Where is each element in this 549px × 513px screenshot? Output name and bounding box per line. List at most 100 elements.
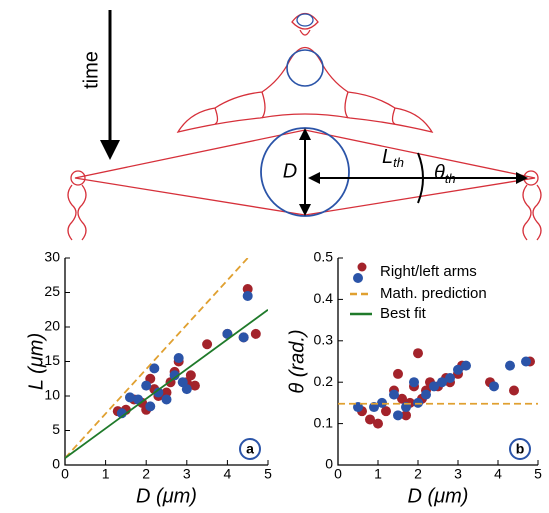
x-tick-label: 2 bbox=[414, 466, 422, 482]
cell-segments bbox=[214, 91, 396, 125]
point bbox=[461, 360, 471, 371]
x-tick-label: 1 bbox=[374, 466, 382, 482]
d-label: D bbox=[283, 160, 297, 182]
y-tick-label: 0.3 bbox=[314, 332, 334, 348]
x-tick-label: 2 bbox=[142, 466, 150, 482]
point bbox=[181, 384, 192, 395]
y-tick-label: 15 bbox=[44, 352, 60, 368]
panel-label: b bbox=[516, 441, 525, 457]
l-sub: th bbox=[393, 155, 404, 170]
point bbox=[149, 363, 160, 374]
panel-badge bbox=[509, 438, 531, 460]
cell-outline bbox=[176, 46, 434, 133]
y-tick-label: 5 bbox=[52, 421, 60, 437]
y-tick-label: 0.1 bbox=[314, 414, 334, 430]
x-tick-label: 3 bbox=[183, 466, 191, 482]
point bbox=[429, 381, 439, 392]
y-tick-label: 20 bbox=[44, 318, 60, 334]
line bbox=[65, 309, 268, 459]
cell-tip bbox=[70, 170, 86, 186]
panel-badge bbox=[239, 438, 261, 460]
x-tick-label: 1 bbox=[102, 466, 110, 482]
arrow-head bbox=[308, 172, 320, 184]
point bbox=[401, 410, 411, 421]
cell-outline bbox=[291, 12, 319, 30]
time-label: time bbox=[80, 51, 102, 89]
theta-main: θ bbox=[434, 162, 445, 184]
point bbox=[505, 360, 515, 371]
y-axis-label: θ (rad.) bbox=[286, 329, 308, 393]
measure-arrows bbox=[299, 128, 528, 216]
legend-swatch bbox=[353, 273, 363, 283]
x-tick-label: 4 bbox=[224, 466, 232, 482]
theta-sub: th bbox=[445, 171, 456, 186]
x-axis-label: D (μm) bbox=[136, 485, 197, 507]
point bbox=[521, 356, 531, 367]
legend-swatch bbox=[357, 262, 367, 272]
panel-label: a bbox=[246, 441, 254, 457]
point bbox=[141, 380, 152, 391]
point bbox=[238, 332, 249, 343]
y-tick-label: 0.2 bbox=[314, 373, 334, 389]
point bbox=[202, 339, 213, 350]
point bbox=[421, 389, 431, 400]
scatter-chart: 0 1 2 3 4 5 0 0.1 0.2 0.3 0.4 0.5 D (μm) θ (rad.) Righ… bbox=[286, 249, 542, 508]
x-axis-label: D (μm) bbox=[408, 485, 469, 507]
theta-label: θth bbox=[434, 162, 456, 186]
point bbox=[393, 410, 403, 421]
legend-label: Best fit bbox=[380, 305, 427, 322]
arrow-head bbox=[299, 128, 311, 140]
point bbox=[242, 284, 253, 295]
point bbox=[250, 328, 261, 339]
point bbox=[161, 387, 172, 398]
x-tick-label: 5 bbox=[264, 466, 272, 482]
point bbox=[453, 364, 463, 375]
arrow-head bbox=[516, 172, 528, 184]
axis bbox=[64, 258, 268, 466]
y-tick-label: 0.4 bbox=[314, 290, 334, 306]
point bbox=[409, 377, 419, 388]
cell-outline bbox=[74, 129, 536, 216]
l-label: Lth bbox=[382, 146, 404, 170]
y-tick-label: 10 bbox=[44, 387, 60, 403]
y-tick-label: 0 bbox=[52, 456, 60, 472]
arrow-head bbox=[100, 140, 120, 160]
point bbox=[189, 380, 200, 391]
cell-tail bbox=[522, 184, 542, 241]
charts: 0 1 2 3 4 5 0 5 10 15 20 25 30 D (μm) L (μm) a 0 1 2 3 4 5 0 0.… bbox=[25, 249, 542, 508]
point bbox=[381, 406, 391, 417]
y-tick-label: 25 bbox=[44, 283, 60, 299]
cell-neck bbox=[299, 29, 311, 36]
point bbox=[489, 381, 499, 392]
point bbox=[393, 368, 403, 379]
arrow-head bbox=[299, 204, 311, 216]
angle-arc bbox=[417, 152, 424, 204]
diagram: time D Lth θth bbox=[67, 10, 542, 241]
point bbox=[509, 385, 519, 396]
y-tick-label: 30 bbox=[44, 249, 60, 265]
legend-label: Math. prediction bbox=[380, 285, 487, 302]
line bbox=[65, 258, 249, 459]
point bbox=[185, 370, 196, 381]
scatter-chart: 0 1 2 3 4 5 0 5 10 15 20 25 30 D (μm) L (μm) a bbox=[25, 249, 272, 508]
cell-nucleus bbox=[296, 13, 314, 27]
x-tick-label: 0 bbox=[334, 466, 342, 482]
point bbox=[161, 394, 172, 405]
point bbox=[413, 348, 423, 359]
point bbox=[365, 414, 375, 425]
point bbox=[242, 290, 253, 301]
point bbox=[445, 373, 455, 384]
point bbox=[222, 328, 233, 339]
cell-tail bbox=[67, 184, 87, 241]
point bbox=[173, 353, 184, 364]
point bbox=[145, 401, 156, 412]
y-tick-label: 0.5 bbox=[314, 249, 334, 265]
point bbox=[373, 418, 383, 429]
point bbox=[437, 377, 447, 388]
point bbox=[169, 370, 180, 381]
point bbox=[124, 392, 135, 403]
x-tick-label: 5 bbox=[534, 466, 542, 482]
cell-nucleus bbox=[286, 49, 324, 87]
y-tick-label: 0 bbox=[325, 456, 333, 472]
